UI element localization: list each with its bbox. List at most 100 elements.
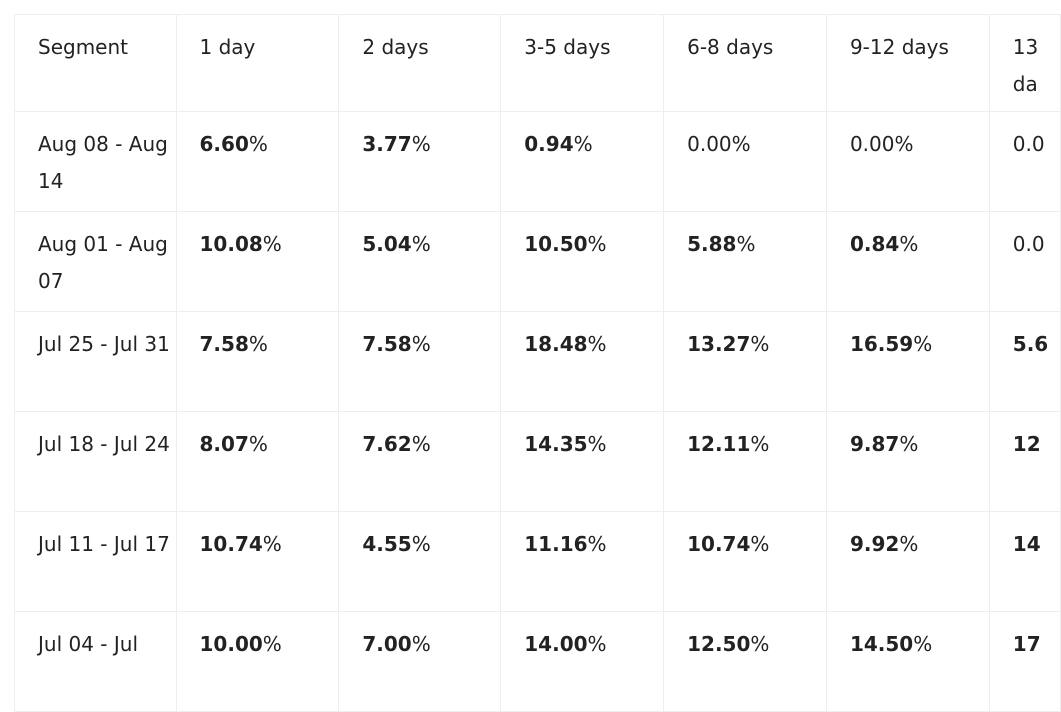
rate-value: 5.6	[1012, 332, 1049, 356]
rate-value: 9.92	[849, 532, 900, 556]
rate-cell: 10.74%	[663, 511, 827, 612]
data-row: Jul 25 - Jul 31 7.58% 7.58% 18.48% 13.27% 16.…	[14, 311, 1061, 412]
column-header: 13 da	[988, 14, 1061, 112]
rate-value: 0.94	[524, 132, 574, 156]
rate-cell: 7.62%	[338, 411, 502, 512]
data-row: Aug 01 - Aug 07 10.08% 5.04% 10.50% 5.88% 0.8…	[14, 211, 1061, 312]
rate-unit: %	[587, 232, 607, 256]
rate-value: 16.59	[849, 332, 914, 356]
rate-unit: %	[262, 532, 282, 556]
rate-unit: %	[248, 132, 268, 156]
rate-value: 14	[1012, 532, 1041, 556]
rate-cell: 7.00%	[338, 611, 502, 712]
rate-unit: %	[248, 332, 268, 356]
data-row: Jul 18 - Jul 24 8.07% 7.62% 14.35% 12.11% 9.8…	[14, 411, 1061, 512]
rate-cell: 5.6	[988, 311, 1061, 412]
rate-value: 6.60	[199, 132, 249, 156]
rate-value: 14.50	[849, 632, 914, 656]
rate-value: 8.07	[199, 432, 249, 456]
segment-cell: Jul 04 - Jul	[14, 611, 177, 712]
page: Segment 1 day 2 days 3-5 days 6-8 days 9-12 d…	[14, 14, 1061, 712]
rate-unit: %	[411, 332, 431, 356]
rate-unit: %	[736, 232, 756, 256]
rate-value: 0.00	[849, 132, 895, 156]
rate-value: 0.0	[1012, 132, 1045, 156]
rate-cell: 8.07%	[175, 411, 340, 512]
rate-value: 5.04	[362, 232, 412, 256]
rate-unit: %	[587, 632, 607, 656]
rate-cell: 0.00%	[663, 111, 827, 212]
segment-cell: Aug 01 - Aug 07	[14, 211, 177, 312]
rate-value: 5.88	[687, 232, 737, 256]
rate-cell: 16.59%	[825, 311, 990, 412]
data-row: Jul 11 - Jul 17 10.74% 4.55% 11.16% 10.74% 9.…	[14, 511, 1061, 612]
rate-cell: 5.04%	[338, 211, 502, 312]
rate-cell: 14.35%	[500, 411, 665, 512]
rate-cell: 6.60%	[175, 111, 340, 212]
rate-cell: 14	[988, 511, 1061, 612]
column-header: 6-8 days	[663, 14, 827, 112]
rate-value: 9.87	[849, 432, 900, 456]
segment-cell: Jul 18 - Jul 24	[14, 411, 177, 512]
rate-value: 4.55	[362, 532, 412, 556]
rate-unit: %	[587, 332, 607, 356]
data-row: Aug 08 - Aug 14 6.60% 3.77% 0.94% 0.00% 0.00%…	[14, 111, 1061, 212]
rate-value: 0.0	[1012, 232, 1045, 256]
rate-value: 10.74	[199, 532, 263, 556]
rate-unit: %	[411, 632, 431, 656]
rate-value: 12.50	[687, 632, 751, 656]
rate-unit: %	[913, 332, 933, 356]
rate-unit: %	[750, 532, 770, 556]
rate-value: 14.35	[524, 432, 588, 456]
rate-cell: 10.50%	[500, 211, 665, 312]
rate-unit: %	[894, 132, 914, 156]
rate-cell: 10.74%	[175, 511, 340, 612]
rate-unit: %	[750, 432, 770, 456]
rate-value: 0.00	[687, 132, 732, 156]
rate-cell: 0.00%	[825, 111, 990, 212]
rate-cell: 4.55%	[338, 511, 502, 612]
rate-unit: %	[731, 132, 751, 156]
segment-cell: Jul 11 - Jul 17	[14, 511, 177, 612]
column-header: Segment	[14, 14, 177, 112]
rate-value: 7.00	[362, 632, 412, 656]
rate-unit: %	[411, 132, 431, 156]
rate-unit: %	[411, 532, 431, 556]
rate-value: 7.62	[362, 432, 412, 456]
column-header: 9-12 days	[825, 14, 990, 112]
rate-value: 10.08	[199, 232, 263, 256]
rate-value: 14.00	[524, 632, 588, 656]
rate-cell: 12.50%	[663, 611, 827, 712]
rate-value: 13.27	[687, 332, 751, 356]
rate-cell: 10.08%	[175, 211, 340, 312]
rate-unit: %	[913, 632, 933, 656]
rate-cell: 14.50%	[825, 611, 990, 712]
column-header: 1 day	[175, 14, 340, 112]
rate-cell: 12	[988, 411, 1061, 512]
column-header: 3-5 days	[500, 14, 665, 112]
rate-value: 12.11	[687, 432, 751, 456]
rate-value: 12	[1012, 432, 1041, 456]
data-row: Jul 04 - Jul 10.00% 7.00% 14.00% 12.50% 14.50…	[14, 611, 1061, 712]
rate-value: 18.48	[524, 332, 588, 356]
rate-unit: %	[750, 632, 770, 656]
segment-cell: Jul 25 - Jul 31	[14, 311, 177, 412]
rate-unit: %	[262, 632, 282, 656]
rate-unit: %	[587, 532, 607, 556]
rate-cell: 14.00%	[500, 611, 665, 712]
rate-unit: %	[248, 432, 268, 456]
rate-unit: %	[262, 232, 282, 256]
cohort-table: Segment 1 day 2 days 3-5 days 6-8 days 9-12 d…	[14, 14, 1061, 712]
rate-cell: 7.58%	[175, 311, 340, 412]
rate-cell: 5.88%	[663, 211, 827, 312]
rate-cell: 17	[988, 611, 1061, 712]
segment-cell: Aug 08 - Aug 14	[14, 111, 177, 212]
rate-unit: %	[411, 232, 431, 256]
rate-cell: 0.84%	[825, 211, 990, 312]
rate-unit: %	[899, 432, 919, 456]
rate-cell: 9.92%	[825, 511, 990, 612]
rate-cell: 18.48%	[500, 311, 665, 412]
rate-value: 10.00	[199, 632, 263, 656]
rate-unit: %	[750, 332, 770, 356]
rate-unit: %	[411, 432, 431, 456]
